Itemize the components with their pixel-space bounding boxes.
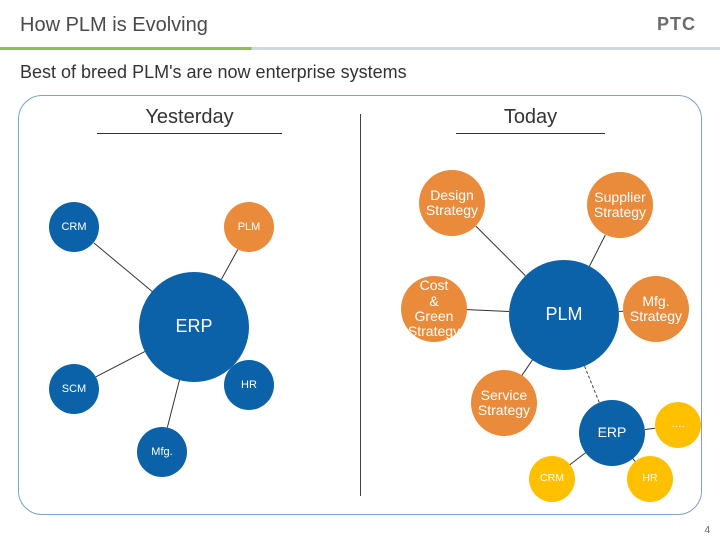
node-scm: SCM — [49, 364, 99, 414]
col-header-today-text: Today — [456, 106, 605, 134]
comparison-panel: Yesterday Today ERPCRMPLMSCMHRMfg.PLMDes… — [18, 95, 702, 515]
page-subtitle: Best of breed PLM's are now enterprise s… — [0, 50, 720, 89]
node-service-strategy: ServiceStrategy — [471, 370, 537, 436]
col-header-today: Today — [360, 96, 701, 134]
connector-line — [221, 249, 238, 279]
diagram-canvas: ERPCRMPLMSCMHRMfg.PLMDesignStrategySuppl… — [19, 142, 701, 516]
connector-line — [167, 380, 180, 428]
node-hr: HR — [224, 360, 274, 410]
connector-line — [475, 226, 525, 276]
connector-line — [584, 366, 600, 403]
node-supplier-strategy: SupplierStrategy — [587, 172, 653, 238]
node-plm: PLM — [509, 260, 619, 370]
connector-line — [93, 242, 152, 292]
node-plm: PLM — [224, 202, 274, 252]
col-header-yesterday-text: Yesterday — [97, 106, 281, 134]
node--: …. — [655, 402, 701, 448]
connector-line — [96, 351, 145, 377]
node-mfg-strategy: Mfg.Strategy — [623, 276, 689, 342]
connector-line — [645, 428, 656, 430]
page-title: How PLM is Evolving — [20, 14, 700, 37]
node-crm: CRM — [49, 202, 99, 252]
page-number: 4 — [704, 525, 710, 536]
connector-line — [589, 234, 606, 266]
node-mfg-: Mfg. — [137, 427, 187, 477]
connector-line — [570, 452, 586, 465]
brand-logo: PTC — [657, 14, 696, 35]
node-erp: ERP — [579, 400, 645, 466]
node-cost-green-strategy: Cost&GreenStrategy — [401, 276, 467, 342]
node-crm: CRM — [529, 456, 575, 502]
col-header-yesterday: Yesterday — [19, 96, 360, 134]
node-hr: HR — [627, 456, 673, 502]
connector-line — [522, 360, 533, 376]
connector-line — [467, 310, 509, 313]
